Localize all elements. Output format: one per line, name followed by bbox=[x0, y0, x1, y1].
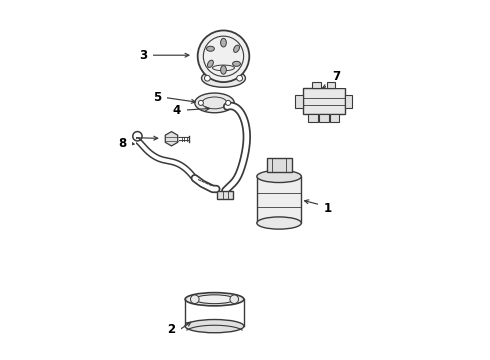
Circle shape bbox=[197, 31, 249, 82]
Ellipse shape bbox=[220, 66, 226, 74]
Ellipse shape bbox=[207, 63, 240, 73]
Bar bbox=[327, 82, 335, 88]
Ellipse shape bbox=[257, 170, 301, 183]
Text: 8: 8 bbox=[118, 137, 126, 150]
Ellipse shape bbox=[195, 295, 234, 303]
Ellipse shape bbox=[185, 293, 244, 306]
Bar bbox=[257, 176, 301, 223]
Circle shape bbox=[230, 295, 239, 303]
Text: 7: 7 bbox=[332, 69, 341, 82]
Bar bbox=[267, 158, 292, 172]
Ellipse shape bbox=[206, 46, 215, 51]
Bar bbox=[309, 114, 318, 122]
Ellipse shape bbox=[220, 39, 226, 47]
Ellipse shape bbox=[201, 69, 245, 87]
Ellipse shape bbox=[233, 61, 241, 66]
Ellipse shape bbox=[257, 217, 301, 229]
Circle shape bbox=[198, 100, 203, 105]
Circle shape bbox=[237, 75, 243, 81]
Polygon shape bbox=[165, 132, 178, 146]
Circle shape bbox=[191, 295, 199, 303]
Bar bbox=[303, 88, 344, 114]
Text: 4: 4 bbox=[173, 104, 181, 117]
Text: 2: 2 bbox=[168, 323, 175, 336]
Bar bbox=[313, 82, 321, 88]
Text: 1: 1 bbox=[323, 202, 332, 215]
Bar bbox=[218, 191, 233, 199]
Circle shape bbox=[225, 100, 231, 105]
Bar bbox=[330, 114, 339, 122]
Ellipse shape bbox=[195, 93, 234, 113]
Ellipse shape bbox=[185, 320, 244, 333]
Circle shape bbox=[204, 75, 210, 81]
Bar bbox=[295, 95, 303, 108]
Ellipse shape bbox=[207, 60, 213, 67]
Text: 6: 6 bbox=[122, 131, 130, 144]
Bar bbox=[344, 95, 352, 108]
Bar bbox=[319, 114, 329, 122]
Ellipse shape bbox=[234, 45, 240, 53]
Text: 5: 5 bbox=[153, 91, 161, 104]
Text: 3: 3 bbox=[139, 49, 147, 62]
